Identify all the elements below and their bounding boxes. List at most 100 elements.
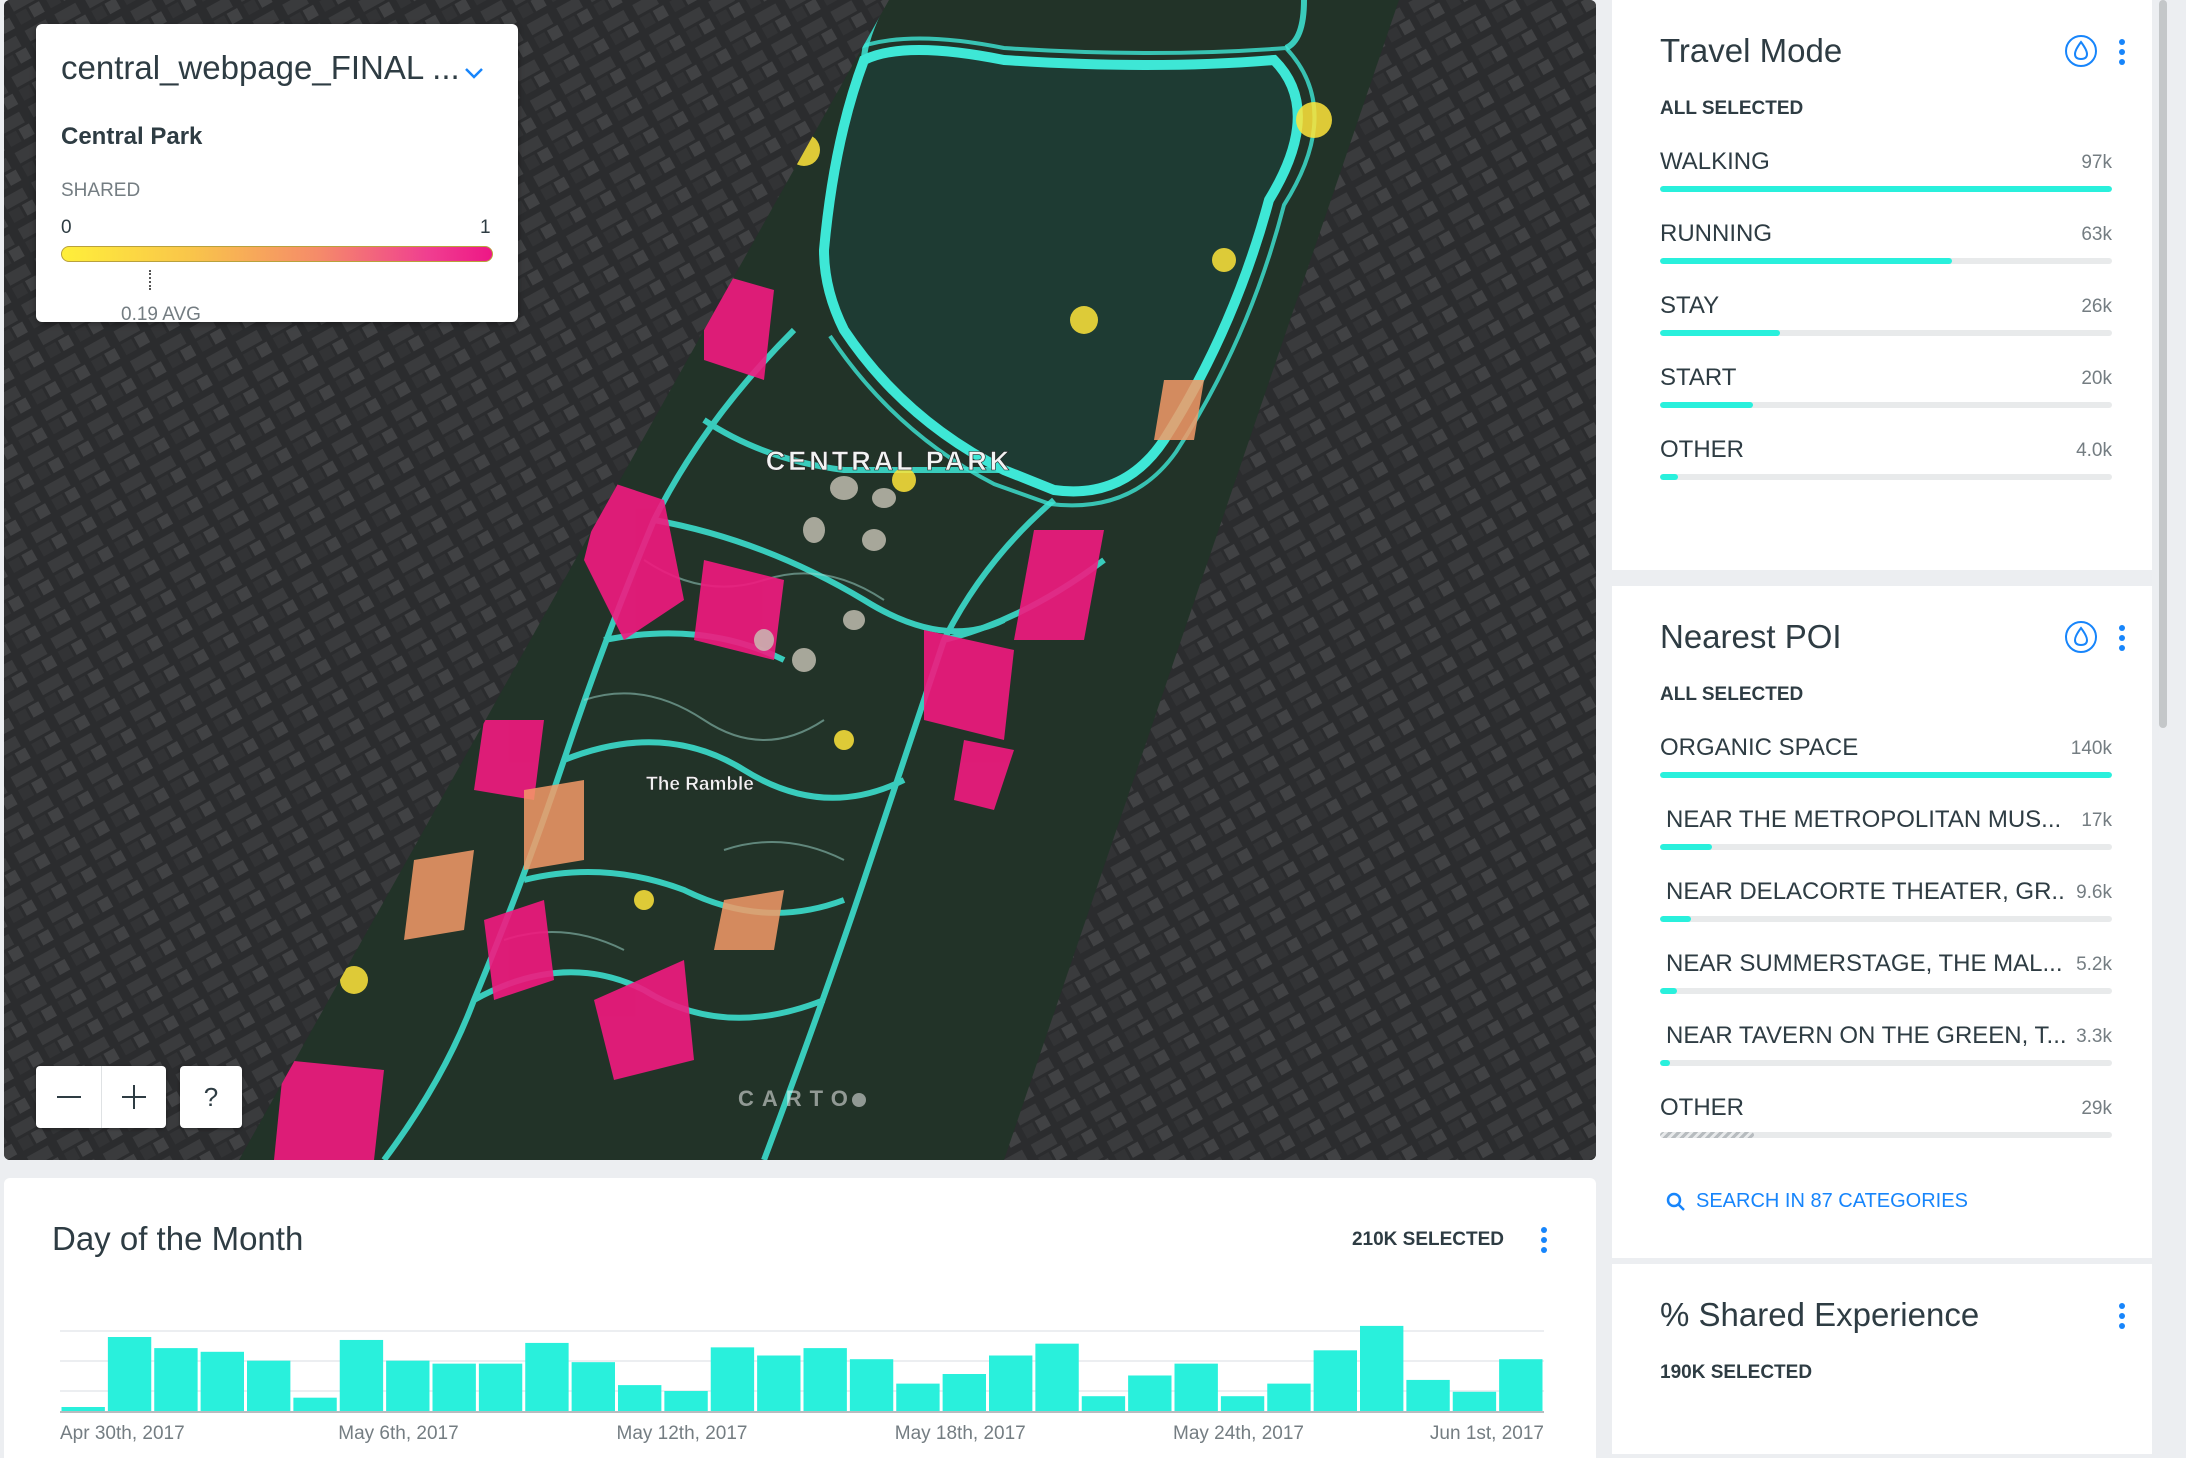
category-bar-track [1660,258,2112,264]
histogram-bar[interactable] [478,1363,523,1411]
category-value: 3.3k [2076,1026,2112,1047]
category-bar-track [1660,844,2112,850]
carto-attribution[interactable]: CARTO [738,1086,866,1112]
layer-title[interactable]: central_webpage_FINAL ... [61,49,460,86]
widget-title: Nearest POI [1660,618,1842,655]
histogram-bar[interactable] [1267,1383,1311,1411]
plus-icon [122,1085,146,1109]
category-row[interactable]: ORGANIC SPACE 140k [1660,734,2112,794]
category-bar-track [1660,402,2112,408]
histogram-bar[interactable] [1313,1350,1357,1411]
histogram-bar[interactable] [1128,1375,1172,1411]
shared-experience-widget: % Shared Experience 190K SELECTED [1612,1264,2152,1454]
category-row[interactable]: NEAR SUMMERSTAGE, THE MAL... 5.2k [1660,950,2112,1010]
category-bar-fill [1660,1060,1671,1066]
map-view[interactable]: CENTRAL PARK The Ramble central_webpage_… [4,0,1596,1160]
category-label: NEAR SUMMERSTAGE, THE MAL... [1666,950,2063,977]
avg-marker [149,270,151,290]
category-bar-fill [1660,330,1780,336]
legend-avg: 0.19 AVG [121,304,201,325]
histogram-bar[interactable] [200,1351,244,1411]
histogram-bar[interactable] [710,1347,755,1411]
widget-title: % Shared Experience [1660,1296,1980,1333]
legend-label: SHARED [61,180,141,201]
category-row[interactable]: NEAR THE METROPOLITAN MUS... 17k [1660,806,2112,866]
color-by-drop-icon[interactable] [2064,34,2098,68]
category-row[interactable]: OTHER 4.0k [1660,436,2112,496]
histogram-bar[interactable] [386,1360,430,1411]
histogram-bar[interactable] [339,1339,384,1411]
histogram-bar[interactable] [154,1348,198,1411]
x-tick-label: Apr 30th, 2017 [60,1423,185,1444]
category-label: START [1660,364,1737,391]
histogram-bar[interactable] [896,1383,940,1411]
carto-dot-icon [851,1093,866,1108]
histogram-chart[interactable]: Apr 30th, 2017 May 6th, 2017 May 12th, 201… [4,1178,1596,1444]
histogram-bar[interactable] [525,1342,569,1411]
histogram-bar[interactable] [1174,1363,1218,1411]
category-row[interactable]: NEAR TAVERN ON THE GREEN, T... 3.3k [1660,1022,2112,1082]
more-options-icon[interactable] [2118,1302,2126,1330]
park-map-label: CENTRAL PARK [766,446,1013,476]
histogram-bar[interactable] [618,1385,662,1411]
color-by-drop-icon[interactable] [2064,620,2098,654]
histogram-bar[interactable] [1406,1379,1450,1411]
category-bar-fill [1660,772,2112,778]
histogram-bar[interactable] [849,1359,894,1411]
more-options-icon[interactable] [1540,1226,1548,1254]
category-row[interactable]: WALKING 97k [1660,148,2112,208]
zoom-controls [36,1066,166,1128]
category-value: 9.6k [2076,882,2112,903]
category-bar-fill [1660,988,1677,994]
category-label: OTHER [1660,436,1744,463]
histogram-bar[interactable] [942,1374,986,1411]
search-link-label: SEARCH IN 87 CATEGORIES [1696,1190,1968,1212]
zoom-out-button[interactable] [36,1066,101,1128]
category-bar-track [1660,330,2112,336]
x-tick-label: May 24th, 2017 [1173,1423,1304,1444]
histogram-bar[interactable] [1035,1343,1079,1411]
histogram-bar[interactable] [571,1362,615,1411]
histogram-bar[interactable] [247,1360,291,1411]
histogram-bar[interactable] [757,1355,801,1412]
sidebar-scrollbar[interactable] [2159,0,2167,728]
more-options-icon[interactable] [2118,624,2126,652]
category-row[interactable]: OTHER 29k [1660,1094,2112,1154]
zoom-in-button[interactable] [101,1066,166,1128]
timeline-title: Day of the Month [52,1220,304,1257]
x-tick-label: May 6th, 2017 [338,1423,458,1444]
nearest-poi-widget: Nearest POI ALL SELECTED ORGANIC SPACE 14… [1612,586,2152,1258]
histogram-bar[interactable] [432,1363,476,1411]
histogram-bar[interactable] [989,1355,1033,1412]
category-row[interactable]: STAY 26k [1660,292,2112,352]
category-label: WALKING [1660,148,1770,175]
category-bar-fill [1660,186,2112,192]
chevron-down-icon[interactable] [463,62,485,84]
widget-subtitle: 190K SELECTED [1660,1362,1813,1383]
histogram-bar[interactable] [1081,1396,1126,1411]
widget-title: Travel Mode [1660,32,1843,69]
search-categories-link[interactable]: SEARCH IN 87 CATEGORIES [1666,1190,1968,1213]
more-options-icon[interactable] [2118,38,2126,66]
histogram-bar[interactable] [1452,1391,1497,1411]
histogram-bar[interactable] [1220,1396,1265,1411]
x-tick-label: May 12th, 2017 [617,1423,748,1444]
category-label: NEAR TAVERN ON THE GREEN, T... [1666,1022,2066,1049]
histogram-bar[interactable] [293,1397,337,1411]
category-bar-track [1660,186,2112,192]
category-row[interactable]: RUNNING 63k [1660,220,2112,280]
category-bar-fill [1660,402,1753,408]
help-button[interactable]: ? [180,1066,242,1128]
category-row[interactable]: NEAR DELACORTE THEATER, GR... 9.6k [1660,878,2112,938]
category-value: 20k [2081,368,2112,389]
histogram-bar[interactable] [1360,1325,1404,1411]
histogram-bar[interactable] [107,1337,152,1411]
histogram-bar[interactable] [664,1391,708,1411]
histogram-bar[interactable] [1499,1359,1543,1411]
category-row[interactable]: START 20k [1660,364,2112,424]
category-label: STAY [1660,292,1720,319]
histogram-bar[interactable] [803,1348,847,1411]
histogram-bar[interactable] [61,1407,105,1411]
category-bar-track [1660,772,2112,778]
category-bar-track [1660,916,2112,922]
